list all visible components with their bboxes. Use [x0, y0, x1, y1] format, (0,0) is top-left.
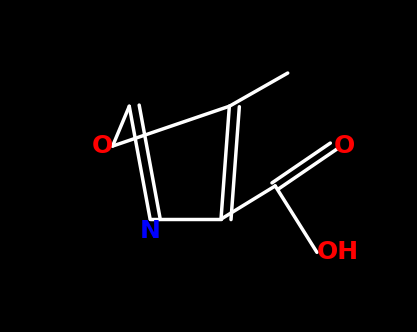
Text: O: O	[91, 134, 113, 158]
Text: O: O	[334, 134, 355, 158]
Text: N: N	[140, 219, 161, 243]
Text: OH: OH	[317, 240, 359, 264]
